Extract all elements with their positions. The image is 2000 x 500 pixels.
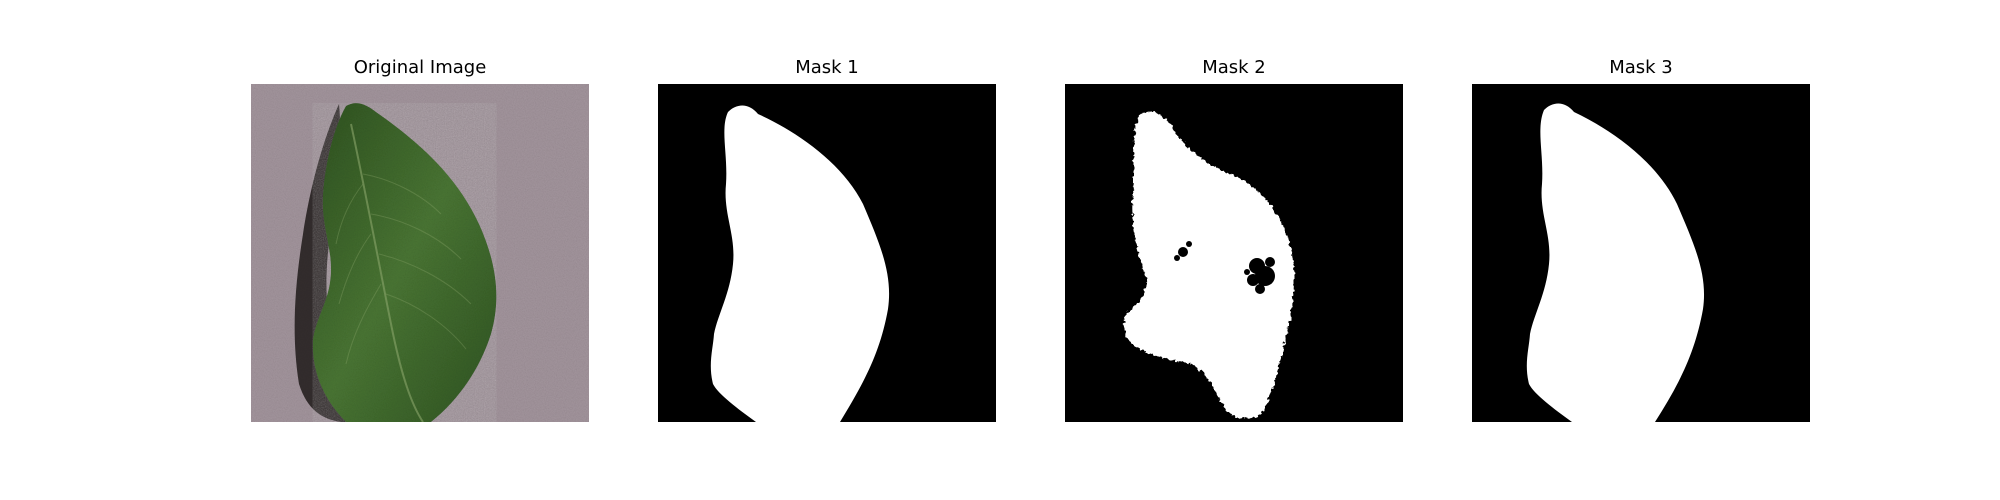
leaf-midrib [350,123,424,422]
mask-3-image [1472,84,1810,422]
mask-1-image [658,84,996,422]
mask-2-panel [1065,84,1403,422]
mask-2-image [1065,84,1403,422]
mask-1-region [710,105,890,422]
mask-1-panel [658,84,996,422]
mask-3-region [1526,103,1705,422]
original-image-title: Original Image [353,57,487,78]
leaf-blade [312,103,497,422]
mask-2-holes [1174,241,1275,294]
mask-3-title: Mask 3 [1609,57,1673,78]
mask-3-panel [1472,84,1810,422]
original-image-panel [251,84,589,422]
mask-1-title: Mask 1 [795,57,859,78]
leaf-photo [251,84,589,422]
mask-2-title: Mask 2 [1202,57,1266,78]
leaf-veins [335,173,472,365]
mask-2-region [1123,111,1294,419]
